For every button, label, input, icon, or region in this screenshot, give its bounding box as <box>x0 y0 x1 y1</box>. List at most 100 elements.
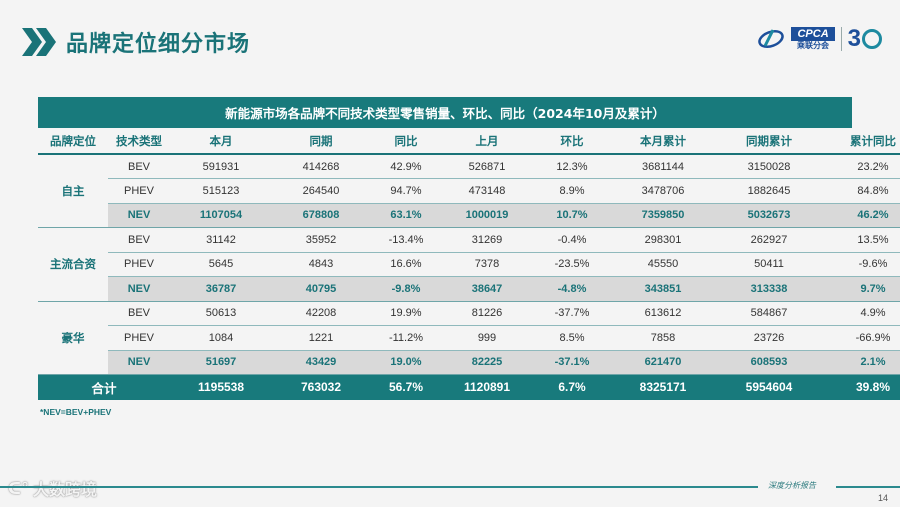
value-cell: 473148 <box>442 178 532 204</box>
value-cell: 7378 <box>442 252 532 277</box>
cpca-swirl-icon <box>758 29 785 49</box>
column-header: 本月 <box>170 128 272 155</box>
value-cell: 23726 <box>714 325 824 351</box>
sales-table: 品牌定位 技术类型 本月 同期 同比 上月 环比 本月累计 同期累计 累计同比 … <box>38 128 900 400</box>
column-header: 上月 <box>442 128 532 155</box>
value-cell: -9.6% <box>824 252 900 277</box>
value-cell: 608593 <box>714 350 824 375</box>
value-cell: 5645 <box>170 252 272 277</box>
value-cell: 3681144 <box>612 154 714 179</box>
watermark-logo-icon: ᑕ° <box>8 478 30 498</box>
value-cell: 81226 <box>442 301 532 326</box>
value-cell: 50411 <box>714 252 824 277</box>
total-value-cell: 56.7% <box>370 374 442 400</box>
value-cell: 19.0% <box>370 350 442 375</box>
value-cell: 8.9% <box>532 178 612 204</box>
value-cell: 7858 <box>612 325 714 351</box>
column-header: 本月累计 <box>612 128 714 155</box>
value-cell: 12.3% <box>532 154 612 179</box>
tech-type-cell: BEV <box>108 154 170 179</box>
column-header: 同期 <box>272 128 370 155</box>
total-value-cell: 5954604 <box>714 374 824 400</box>
value-cell: 94.7% <box>370 178 442 204</box>
column-header: 品牌定位 <box>38 128 108 155</box>
value-cell: -37.1% <box>532 350 612 375</box>
value-cell: 13.5% <box>824 227 900 253</box>
column-header: 环比 <box>532 128 612 155</box>
table-row: NEV 1107054 678808 63.1% 1000019 10.7% 7359850… <box>38 203 900 228</box>
cpca-brand-sub: 乘联分会 <box>797 41 830 50</box>
footer-divider-left <box>0 486 758 488</box>
value-cell: 5032673 <box>714 203 824 228</box>
total-value-cell: 1195538 <box>170 374 272 400</box>
value-cell: 1000019 <box>442 203 532 228</box>
brand-position-cell: 自主 <box>38 154 108 228</box>
value-cell: -66.9% <box>824 325 900 351</box>
watermark: ᑕ° 大数跨境 <box>8 476 97 500</box>
value-cell: 35952 <box>272 227 370 253</box>
total-row: 合计 1195538 763032 56.7% 1120891 6.7% 8325171 59… <box>38 374 900 400</box>
tech-type-cell: NEV <box>108 350 170 375</box>
table-row: NEV 36787 40795 -9.8% 38647 -4.8% 343851 313338… <box>38 276 900 302</box>
value-cell: 2.1% <box>824 350 900 375</box>
value-cell: 999 <box>442 325 532 351</box>
value-cell: 50613 <box>170 301 272 326</box>
anniversary-logo: 30 3 <box>848 25 882 53</box>
footnote: *NEV=BEV+PHEV <box>40 407 112 417</box>
value-cell: 63.1% <box>370 203 442 228</box>
total-value-cell: 6.7% <box>532 374 612 400</box>
total-value-cell: 1120891 <box>442 374 532 400</box>
tech-type-cell: NEV <box>108 276 170 302</box>
value-cell: 36787 <box>170 276 272 302</box>
value-cell: 16.6% <box>370 252 442 277</box>
tech-type-cell: BEV <box>108 301 170 326</box>
value-cell: 9.7% <box>824 276 900 302</box>
value-cell: 1221 <box>272 325 370 351</box>
value-cell: 591931 <box>170 154 272 179</box>
table-row: PHEV 515123 264540 94.7% 473148 8.9% 3478706 18… <box>38 178 900 204</box>
cpca-brand: CPCA <box>791 27 835 41</box>
value-cell: 613612 <box>612 301 714 326</box>
value-cell: 31269 <box>442 227 532 253</box>
value-cell: 1882645 <box>714 178 824 204</box>
total-label: 合计 <box>38 374 170 400</box>
value-cell: 38647 <box>442 276 532 302</box>
value-cell: 1107054 <box>170 203 272 228</box>
value-cell: 4843 <box>272 252 370 277</box>
page-header: 品牌定位细分市场 <box>22 24 250 60</box>
value-cell: 40795 <box>272 276 370 302</box>
value-cell: 262927 <box>714 227 824 253</box>
value-cell: -0.4% <box>532 227 612 253</box>
value-cell: 621470 <box>612 350 714 375</box>
brand-position-cell: 主流合资 <box>38 227 108 302</box>
value-cell: 42208 <box>272 301 370 326</box>
anniversary-ring-icon <box>862 29 882 49</box>
tech-type-cell: NEV <box>108 203 170 228</box>
value-cell: -23.5% <box>532 252 612 277</box>
column-header: 技术类型 <box>108 128 170 155</box>
value-cell: 313338 <box>714 276 824 302</box>
total-value-cell: 8325171 <box>612 374 714 400</box>
table-row: NEV 51697 43429 19.0% 82225 -37.1% 621470 60859… <box>38 350 900 375</box>
column-header: 累计同比 <box>824 128 900 155</box>
page-title: 品牌定位细分市场 <box>66 32 251 57</box>
value-cell: -9.8% <box>370 276 442 302</box>
value-cell: 414268 <box>272 154 370 179</box>
value-cell: 4.9% <box>824 301 900 326</box>
cpca-wordmark: CPCA 乘联分会 <box>791 27 835 51</box>
value-cell: 42.9% <box>370 154 442 179</box>
column-header: 同比 <box>370 128 442 155</box>
table-row: 主流合资 BEV 31142 35952 -13.4% 31269 -0.4% 298301 2… <box>38 227 900 302</box>
value-cell: 264540 <box>272 178 370 204</box>
value-cell: -37.7% <box>532 301 612 326</box>
value-cell: 3150028 <box>714 154 824 179</box>
table-row: 自主 BEV 591931 414268 42.9% 526871 12.3% 3681144… <box>38 154 900 228</box>
table-header-row: 品牌定位 技术类型 本月 同期 同比 上月 环比 本月累计 同期累计 累计同比 <box>38 128 900 155</box>
total-value-cell: 763032 <box>272 374 370 400</box>
footer-divider-right <box>836 486 900 488</box>
table-row: PHEV 1084 1221 -11.2% 999 8.5% 7858 23726 -66.9% <box>38 325 900 351</box>
value-cell: 298301 <box>612 227 714 253</box>
value-cell: 84.8% <box>824 178 900 204</box>
logo-divider <box>840 27 842 51</box>
value-cell: 7359850 <box>612 203 714 228</box>
